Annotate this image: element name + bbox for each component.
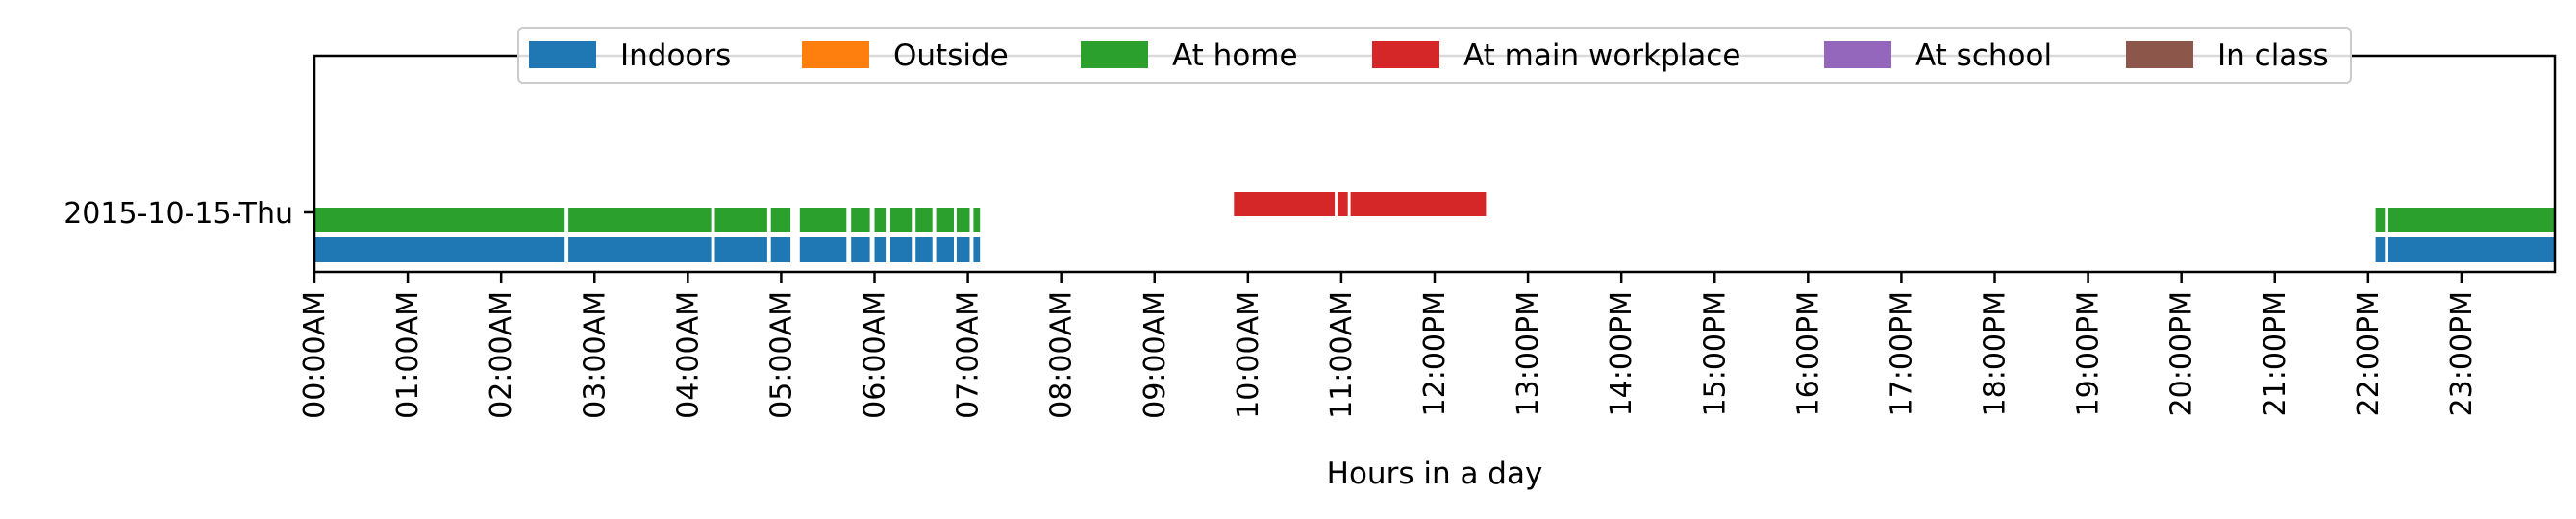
bar-at-home-11 (973, 208, 981, 232)
bar-indoors-11 (973, 237, 981, 262)
bar-at-main-workplace-0 (1234, 192, 1336, 216)
x-tick-label: 17:00PM (1885, 291, 1918, 416)
bar-at-home-1 (568, 208, 712, 232)
bar-at-main-workplace-2 (1350, 192, 1487, 216)
legend-label-indoors: Indoors (620, 38, 731, 73)
bar-indoors-7 (890, 237, 913, 262)
bar-at-home-12 (2375, 208, 2386, 232)
bar-at-main-workplace-1 (1338, 192, 1348, 216)
x-axis: 00:00AM 01:00AM 02:00AM 03:00AM 04:00AM 05:00… (298, 272, 2479, 419)
x-tick-label: 23:00PM (2445, 291, 2479, 416)
bar-at-home-5 (851, 208, 870, 232)
bar-at-home-13 (2388, 208, 2555, 232)
legend-label-outside: Outside (893, 38, 1009, 73)
x-tick-label: 00:00AM (298, 291, 332, 419)
x-tick-label: 06:00AM (859, 291, 892, 419)
bar-at-home-10 (956, 208, 970, 232)
bar-indoors-6 (874, 237, 887, 262)
bar-indoors-4 (799, 237, 847, 262)
bar-at-home-7 (890, 208, 913, 232)
x-tick-label: 10:00AM (1232, 291, 1265, 419)
bar-at-home-0 (314, 208, 565, 232)
x-tick-label: 12:00PM (1418, 291, 1452, 416)
bar-indoors-0 (314, 237, 565, 262)
x-axis-title: Hours in a day (1327, 457, 1543, 491)
x-tick-label: 01:00AM (391, 291, 425, 419)
bar-at-home-2 (714, 208, 767, 232)
x-tick-label: 21:00PM (2259, 291, 2292, 416)
bar-at-home-6 (874, 208, 887, 232)
bar-indoors-3 (770, 237, 791, 262)
x-tick-label: 05:00AM (764, 291, 798, 419)
bar-indoors-9 (936, 237, 954, 262)
x-tick-label: 02:00AM (485, 291, 518, 419)
x-tick-label: 22:00PM (2352, 291, 2386, 416)
x-tick-label: 16:00PM (1791, 291, 1825, 416)
legend-swatch-at-school (1824, 41, 1891, 68)
legend-swatch-in-class (2126, 41, 2193, 68)
x-tick-label: 13:00PM (1512, 291, 1545, 416)
bar-indoors-8 (915, 237, 933, 262)
legend-label-at-main-workplace: At main workplace (1463, 38, 1740, 73)
bar-indoors-1 (568, 237, 712, 262)
x-tick-label: 11:00AM (1325, 291, 1359, 419)
x-tick-label: 09:00AM (1138, 291, 1172, 419)
bars-layer (314, 192, 2555, 262)
x-tick-label: 15:00PM (1698, 291, 1732, 416)
x-tick-label: 03:00AM (578, 291, 612, 419)
bar-indoors-12 (2375, 237, 2386, 262)
bar-indoors-10 (956, 237, 970, 262)
x-tick-label: 14:00PM (1605, 291, 1638, 416)
x-tick-label: 18:00PM (1979, 291, 2013, 416)
legend-swatch-indoors (529, 41, 596, 68)
bar-indoors-5 (851, 237, 870, 262)
y-axis: 2015-10-15-Thu (63, 197, 314, 231)
legend-label-at-home: At home (1172, 38, 1298, 73)
x-tick-label: 04:00AM (671, 291, 705, 419)
y-tick-label: 2015-10-15-Thu (63, 197, 293, 231)
bar-at-home-4 (799, 208, 847, 232)
bar-at-home-8 (915, 208, 933, 232)
x-tick-label: 20:00PM (2165, 291, 2199, 416)
legend-label-at-school: At school (1915, 38, 2052, 73)
legend-swatch-outside (802, 41, 869, 68)
legend-swatch-at-main-workplace (1372, 41, 1439, 68)
bar-indoors-13 (2388, 237, 2555, 262)
x-tick-label: 19:00PM (2072, 291, 2106, 416)
x-tick-label: 07:00AM (952, 291, 986, 419)
bar-indoors-2 (714, 237, 767, 262)
legend: Indoors Outside At home At main workplace At… (517, 27, 2352, 84)
bar-at-home-3 (770, 208, 791, 232)
legend-label-in-class: In class (2217, 38, 2329, 73)
bar-at-home-9 (936, 208, 954, 232)
x-tick-label: 08:00AM (1045, 291, 1079, 419)
legend-swatch-at-home (1081, 41, 1148, 68)
